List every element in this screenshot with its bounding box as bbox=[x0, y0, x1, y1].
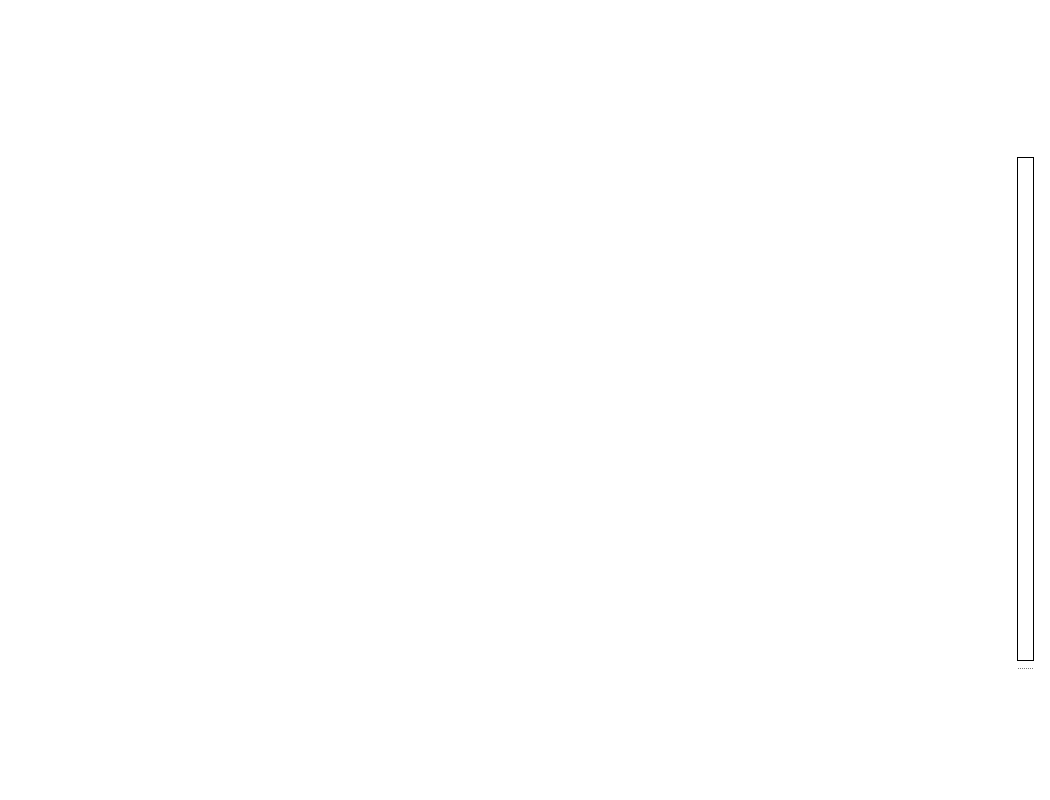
colorbar-frame bbox=[1017, 157, 1034, 661]
colorbar-canvas bbox=[1018, 158, 1033, 660]
colorbar-extend-dots bbox=[1018, 668, 1033, 669]
